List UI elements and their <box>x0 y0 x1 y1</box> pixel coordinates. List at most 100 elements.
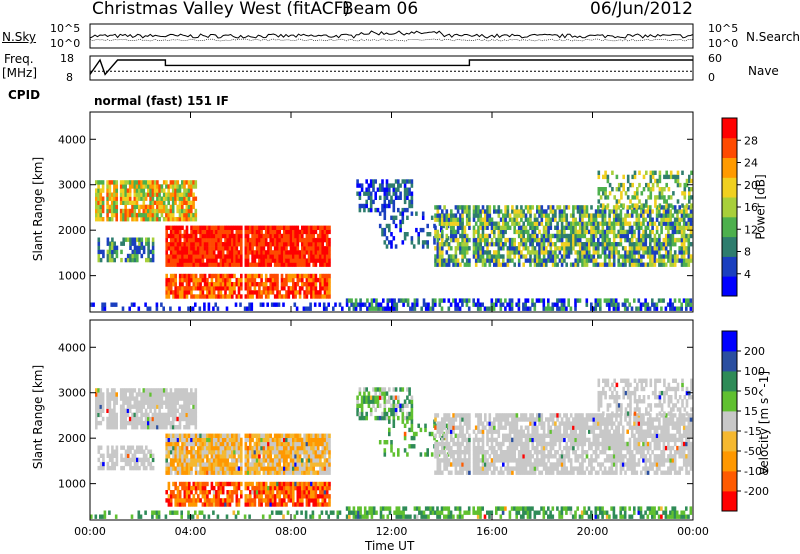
power-cell <box>585 262 589 267</box>
power-cell <box>436 242 440 247</box>
power-cell <box>563 233 566 239</box>
power-cell <box>640 242 643 247</box>
velocity-cell <box>292 441 295 447</box>
power-cell <box>547 233 550 239</box>
power-cell <box>602 203 605 208</box>
velocity-cell <box>95 404 98 409</box>
velocity-cell <box>138 449 141 454</box>
power-cell <box>285 290 288 295</box>
velocity-cell <box>280 498 284 503</box>
power-cell <box>454 233 458 239</box>
power-cell <box>549 258 553 263</box>
power-cell <box>490 217 494 222</box>
power-cell <box>685 302 688 307</box>
velocity-cell <box>224 441 227 447</box>
power-cell <box>676 209 679 214</box>
velocity-cell <box>135 404 139 409</box>
power-cell <box>226 233 229 239</box>
velocity-cell <box>244 445 248 451</box>
velocity-cell <box>312 490 315 495</box>
velocity-cell <box>262 437 266 443</box>
power-cell <box>403 195 407 200</box>
power-cell <box>285 225 288 230</box>
power-cell <box>237 294 241 299</box>
power-cell <box>108 253 112 259</box>
velocity-cell <box>255 454 259 459</box>
power-cell <box>569 221 573 226</box>
power-cell <box>479 225 482 230</box>
velocity-cell <box>194 416 198 422</box>
power-cell <box>221 286 225 291</box>
power-cell <box>392 236 396 241</box>
power-cell <box>599 262 602 267</box>
power-cell <box>649 205 652 210</box>
velocity-cell <box>131 453 135 458</box>
power-cell <box>664 262 668 267</box>
power-cell <box>283 286 286 291</box>
power-cell <box>190 229 193 235</box>
velocity-cell <box>192 433 196 438</box>
power-cell <box>174 196 177 201</box>
velocity-cell <box>176 445 180 451</box>
power-cell <box>617 205 620 210</box>
velocity-cell <box>181 470 184 475</box>
power-cell <box>310 250 313 255</box>
power-cell <box>619 225 623 230</box>
power-cell <box>621 258 625 263</box>
power-cell <box>188 290 191 295</box>
power-cell <box>426 244 429 249</box>
power-cell <box>162 217 166 222</box>
power-cell <box>658 246 661 251</box>
power-cell <box>369 207 373 213</box>
velocity-cell <box>135 425 139 430</box>
power-cell <box>321 294 324 299</box>
power-cell <box>115 245 119 250</box>
velocity-cell <box>244 450 248 455</box>
power-cell <box>176 294 180 299</box>
power-cell <box>255 246 259 251</box>
velocity-cell <box>328 458 331 463</box>
power-cell <box>522 246 525 251</box>
velocity-cell <box>120 465 123 471</box>
velocity-cell <box>271 441 275 447</box>
velocity-cell <box>215 494 218 499</box>
power-cell <box>687 213 691 218</box>
power-cell <box>323 258 327 263</box>
power-cell <box>410 183 414 188</box>
velocity-cell <box>251 445 254 451</box>
power-cell <box>206 250 209 255</box>
power-cell <box>253 242 257 247</box>
power-cell <box>588 242 591 247</box>
power-cell <box>676 199 680 204</box>
velocity-cell <box>278 450 281 455</box>
velocity-cell <box>158 400 161 405</box>
power-cell <box>187 212 191 218</box>
velocity-cell <box>215 445 218 451</box>
power-cell <box>422 298 426 303</box>
power-cell <box>244 294 248 299</box>
power-cell <box>531 233 534 239</box>
power-cell <box>472 254 476 259</box>
velocity-cell <box>129 445 132 450</box>
velocity-cell <box>235 450 239 455</box>
power-cell <box>226 277 229 283</box>
power-cell <box>658 262 661 267</box>
power-cell <box>169 286 173 291</box>
power-cell <box>662 298 665 303</box>
velocity-cell <box>328 441 331 447</box>
velocity-cell <box>294 433 297 438</box>
power-cell <box>171 212 175 218</box>
power-cell <box>381 207 384 213</box>
power-cell <box>172 290 175 295</box>
power-cell <box>554 213 557 218</box>
power-cell <box>217 262 220 267</box>
power-cell <box>176 250 180 255</box>
power-cell <box>601 229 605 235</box>
power-cell <box>637 221 641 226</box>
power-cell <box>185 233 189 239</box>
power-cell <box>114 302 118 307</box>
power-cell <box>556 246 559 251</box>
power-cell <box>551 242 555 247</box>
power-cell <box>685 306 688 311</box>
power-cell <box>144 192 148 197</box>
